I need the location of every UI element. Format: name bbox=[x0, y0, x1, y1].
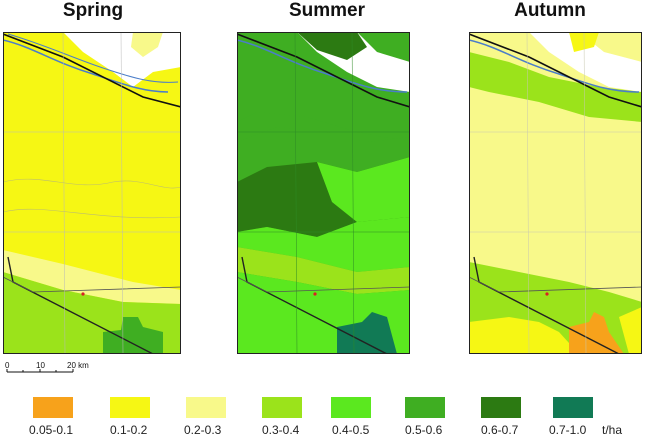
legend-label-7: 0.7-1.0 bbox=[549, 423, 587, 437]
legend-swatch-3 bbox=[262, 397, 302, 418]
scale-bar bbox=[6, 369, 74, 373]
legend-label-1: 0.1-0.2 bbox=[110, 423, 148, 437]
legend-label-5: 0.5-0.6 bbox=[405, 423, 443, 437]
legend-swatch-2 bbox=[186, 397, 226, 418]
legend-swatch-1 bbox=[110, 397, 150, 418]
legend-swatch-4 bbox=[331, 397, 371, 418]
legend-label-4: 0.4-0.5 bbox=[332, 423, 370, 437]
title-autumn: Autumn bbox=[514, 0, 586, 21]
legend-label-6: 0.6-0.7 bbox=[481, 423, 519, 437]
title-summer: Summer bbox=[288, 0, 366, 21]
scale-tick-20: 20 km bbox=[67, 361, 89, 370]
legend-label-3: 0.3-0.4 bbox=[262, 423, 300, 437]
map-spring bbox=[3, 32, 181, 354]
legend-swatch-5 bbox=[405, 397, 445, 418]
map-autumn bbox=[469, 32, 642, 354]
scale-tick-10: 10 bbox=[36, 361, 45, 370]
map-summer bbox=[237, 32, 410, 354]
title-spring: Spring bbox=[62, 0, 124, 21]
legend-swatch-7 bbox=[553, 397, 593, 418]
legend-swatch-6 bbox=[481, 397, 521, 418]
scale-tick-0: 0 bbox=[5, 361, 10, 370]
legend-label-0: 0.05-0.1 bbox=[29, 423, 74, 437]
legend-unit: t/ha bbox=[602, 423, 623, 437]
legend-label-2: 0.2-0.3 bbox=[184, 423, 222, 437]
legend-swatch-0 bbox=[33, 397, 73, 418]
